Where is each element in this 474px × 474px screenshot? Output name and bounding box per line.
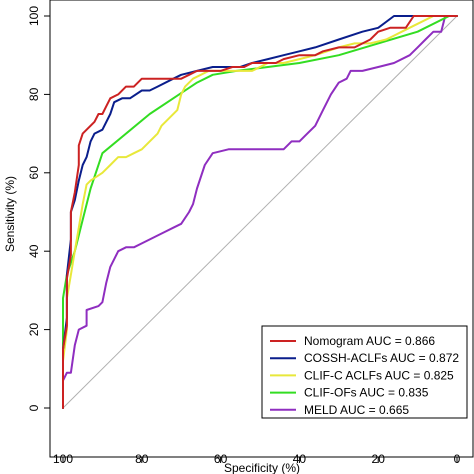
legend-label: Nomogram AUC = 0.866 — [304, 334, 435, 348]
y-tick-label: 20 — [27, 323, 41, 337]
legend-label: COSSH-ACLFs AUC = 0.872 — [304, 351, 459, 365]
roc-curve — [62, 15, 458, 409]
y-tick-label: 80 — [27, 87, 41, 101]
x-tick-label: 20 — [372, 452, 386, 466]
series-layer — [62, 15, 458, 409]
y-tick-label: 0 — [27, 404, 41, 411]
y-axis-title: Sensitivity (%) — [3, 176, 17, 252]
reference-diagonal — [62, 15, 458, 409]
x-tick-label: 100 — [53, 452, 73, 466]
roc-curve — [62, 15, 458, 409]
y-tick-label: 40 — [27, 244, 41, 258]
x-tick-label: 60 — [214, 452, 228, 466]
legend-label: CLIF-OFs AUC = 0.835 — [304, 386, 429, 400]
x-tick-label: 40 — [293, 452, 307, 466]
legend-label: CLIF-C ACLFs AUC = 0.825 — [304, 368, 454, 382]
roc-curve — [62, 15, 458, 409]
legend-box — [261, 325, 468, 419]
x-tick-label: 80 — [135, 452, 149, 466]
x-tick-label: 0 — [454, 452, 461, 466]
y-tick-label: 100 — [27, 6, 41, 26]
roc-curve — [62, 15, 458, 409]
legend: Nomogram AUC = 0.866 COSSH-ACLFs AUC = 0.… — [261, 325, 468, 419]
y-tick-label: 60 — [27, 166, 41, 180]
legend-label: MELD AUC = 0.665 — [304, 403, 409, 417]
x-axis-title: Specificity (%) — [224, 461, 300, 474]
reference-layer — [62, 15, 458, 409]
legend-entries: Nomogram AUC = 0.866 COSSH-ACLFs AUC = 0.… — [270, 334, 459, 417]
axis-layer: 100 80 60 40 20 0 0 20 40 60 80 100 — [27, 6, 461, 466]
